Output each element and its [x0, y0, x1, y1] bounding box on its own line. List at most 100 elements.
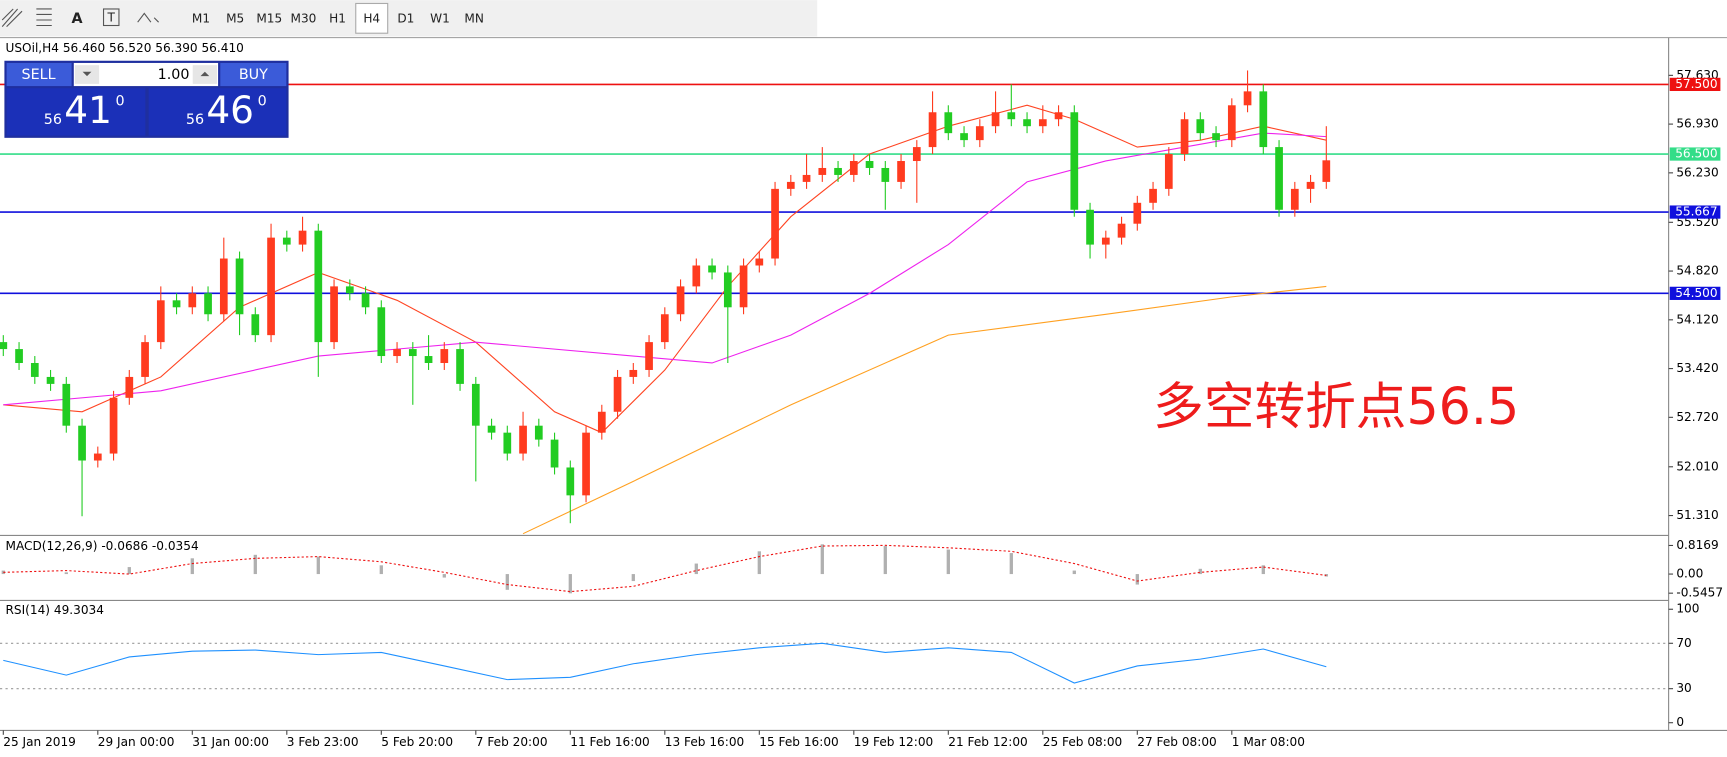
- candle-body: [361, 293, 370, 308]
- active-timeframe: [355, 2, 389, 34]
- x-tick-label: 21 Feb 12:00: [948, 735, 1027, 749]
- candle-body: [519, 425, 527, 454]
- x-tick-label: 13 Feb 16:00: [665, 735, 744, 749]
- timeframe-button[interactable]: M30: [291, 11, 317, 25]
- candle-body: [46, 376, 55, 384]
- candle-body: [93, 453, 102, 461]
- timeframe-button[interactable]: W1: [430, 11, 450, 25]
- y-tick-label: 0.00: [1676, 567, 1703, 581]
- label-tool[interactable]: T: [107, 10, 116, 24]
- candle-body: [645, 342, 653, 370]
- y-tick-label: 56.230: [1676, 165, 1718, 179]
- candle-body: [897, 161, 905, 182]
- candle-body: [1054, 112, 1063, 120]
- candle-body: [188, 293, 197, 308]
- y-tick-label: 56.930: [1676, 117, 1718, 131]
- arrows-icon[interactable]: [137, 12, 159, 23]
- timeframe-button[interactable]: M1: [192, 11, 210, 25]
- timeframe-button[interactable]: M5: [226, 11, 244, 25]
- candle-body: [534, 425, 543, 440]
- y-tick-label: 51.310: [1676, 508, 1718, 522]
- candle-body: [0, 342, 8, 350]
- moving-average: [3, 104, 1327, 434]
- candle-body: [755, 258, 764, 266]
- candle-body: [1259, 91, 1268, 148]
- moving-average: [3, 132, 1327, 406]
- y-tick-label: 53.420: [1676, 361, 1718, 375]
- candle-body: [708, 265, 716, 273]
- macd-bar: [694, 563, 698, 575]
- candle-body: [298, 230, 307, 245]
- candle-body: [408, 349, 417, 357]
- candle-body: [377, 307, 386, 357]
- panel-title: RSI(14) 49.3034: [6, 603, 105, 617]
- level-label: 57.500: [1675, 77, 1717, 91]
- macd-signal: [3, 544, 1327, 593]
- macd-bar: [442, 574, 446, 578]
- candle-body: [330, 286, 338, 343]
- plots: USOil,H4 56.460 56.520 56.390 56.41057.6…: [0, 41, 1723, 749]
- candle-body: [125, 376, 134, 398]
- macd-bar: [1261, 565, 1265, 575]
- candle-body: [1086, 209, 1094, 245]
- candle-body: [975, 126, 984, 141]
- candle-body: [1275, 147, 1283, 210]
- candle-body: [1196, 119, 1205, 134]
- candle-body: [204, 293, 212, 315]
- candle-body: [1007, 112, 1016, 120]
- macd-bar: [946, 549, 950, 575]
- label-icon[interactable]: [102, 8, 120, 27]
- fibo-icon[interactable]: [1, 8, 23, 27]
- buy-price[interactable]: [148, 88, 287, 136]
- text-tool[interactable]: A: [72, 11, 83, 27]
- candle-body: [723, 272, 732, 308]
- candle-body: [282, 237, 291, 245]
- candle-body: [881, 167, 890, 182]
- candle-body: [660, 314, 669, 343]
- candle-body: [172, 300, 181, 308]
- candle-body: [1180, 119, 1189, 155]
- macd-bar: [253, 554, 257, 575]
- candle-body: [1306, 181, 1315, 189]
- timeframe-button[interactable]: MN: [464, 11, 484, 25]
- candle-body: [1101, 237, 1110, 245]
- level-label: 56.500: [1675, 147, 1717, 161]
- candle-body: [582, 432, 590, 496]
- buy-price-big: 56: [186, 112, 204, 128]
- buy-button[interactable]: [220, 62, 287, 87]
- timeframe-button[interactable]: M15: [256, 11, 282, 25]
- sell-button[interactable]: [6, 62, 72, 87]
- candle-body: [1164, 154, 1173, 189]
- candle-body: [991, 112, 1000, 127]
- buy-label[interactable]: BUY: [239, 67, 268, 83]
- panel-title: MACD(12,26,9) -0.0686 -0.0354: [6, 539, 199, 553]
- candle-body: [471, 383, 480, 426]
- y-tick-label: 52.010: [1676, 459, 1718, 473]
- candle-body: [960, 133, 968, 141]
- candle-body: [676, 286, 685, 315]
- buy-price-frac: 0: [258, 93, 267, 109]
- lots-input[interactable]: [73, 62, 219, 87]
- candle-body: [503, 432, 512, 454]
- x-tick-label: 27 Feb 08:00: [1137, 735, 1216, 749]
- sell-price[interactable]: [6, 88, 146, 136]
- y-tick-label: 52.720: [1676, 410, 1718, 424]
- timeframe-button[interactable]: H4: [363, 11, 380, 25]
- candle-body: [1322, 160, 1331, 182]
- candle-body: [597, 411, 606, 433]
- x-tick-label: 11 Feb 16:00: [570, 735, 649, 749]
- timeframe-button[interactable]: D1: [397, 11, 414, 25]
- sell-price-big: 56: [44, 112, 62, 128]
- timeframe-button[interactable]: H1: [329, 11, 346, 25]
- lots-value[interactable]: 1.00: [158, 67, 190, 83]
- y-tick-label: 54.120: [1676, 312, 1718, 326]
- candle-body: [141, 342, 149, 377]
- candle-body: [1212, 133, 1220, 141]
- macd-bar: [631, 574, 635, 582]
- channel-icon[interactable]: [36, 8, 52, 27]
- sell-price-pips: 41: [64, 88, 112, 132]
- toolbar-icons: [1, 8, 159, 27]
- sell-label[interactable]: SELL: [22, 67, 56, 83]
- timeframes: M1 M5 M15 M30 H1 H4 D1 W1 MN: [192, 2, 484, 34]
